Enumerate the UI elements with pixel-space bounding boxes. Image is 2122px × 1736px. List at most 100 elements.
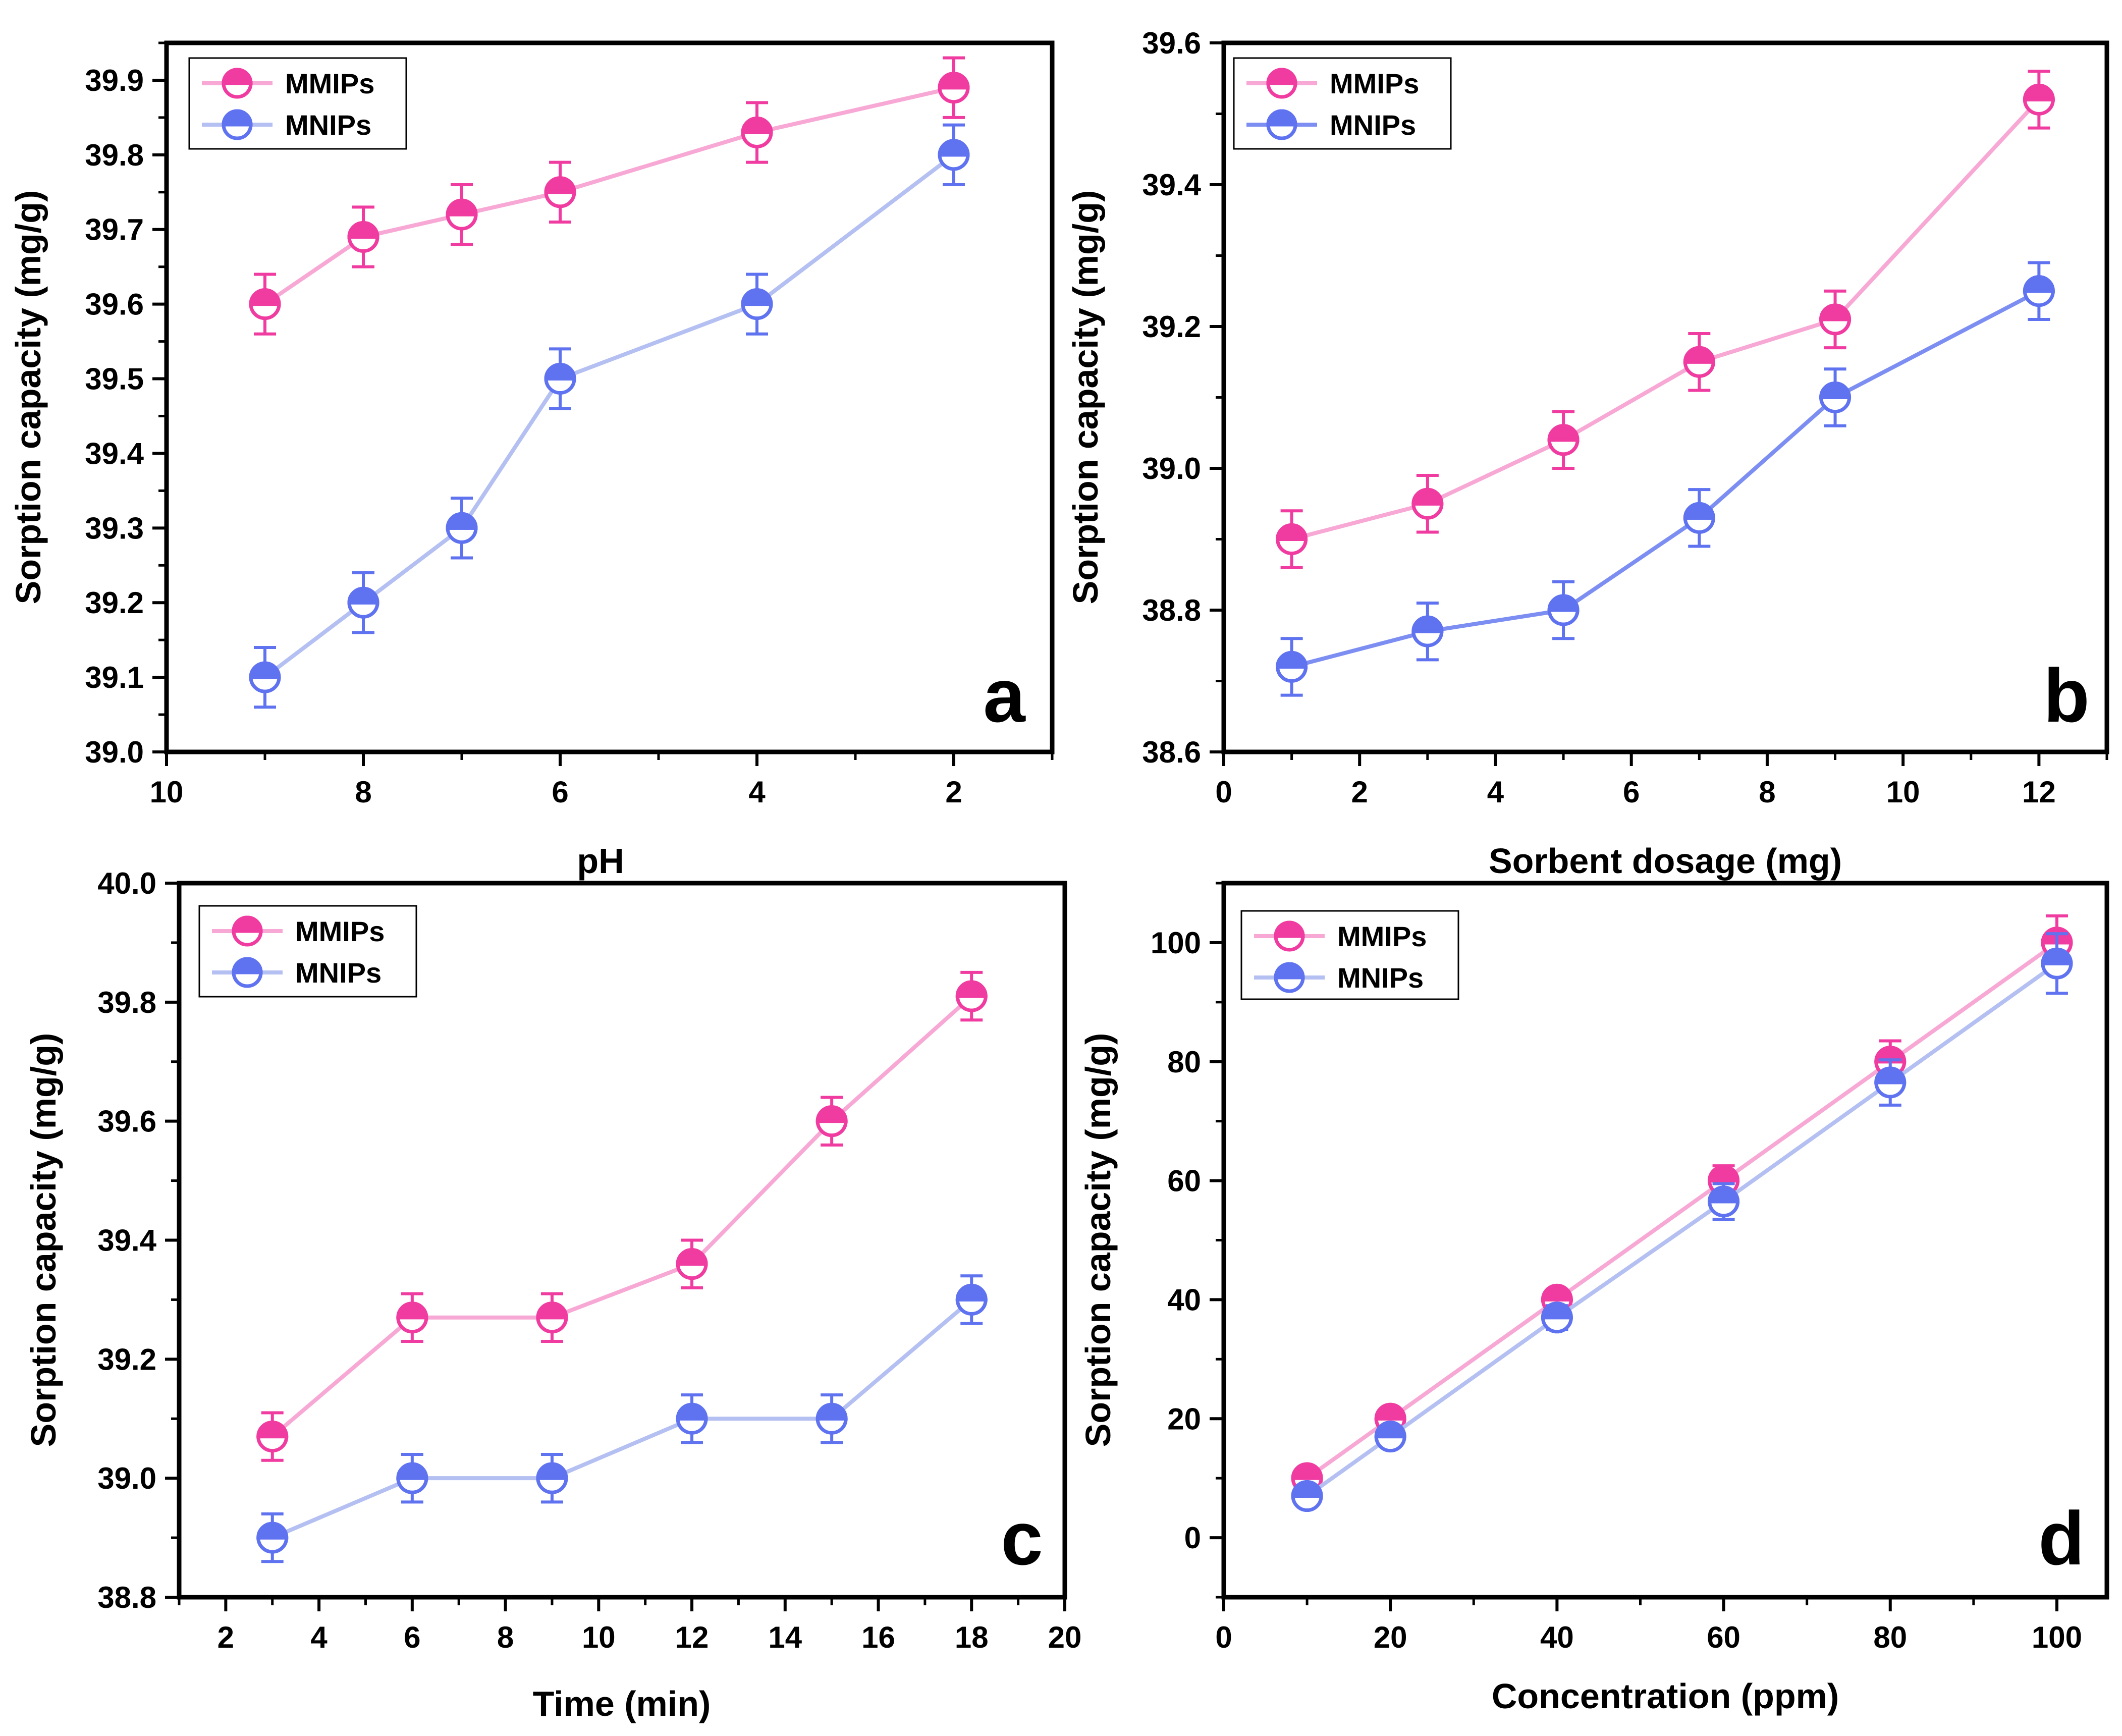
data-point xyxy=(536,1462,568,1494)
data-point xyxy=(1541,1301,1573,1334)
x-tick-label: 14 xyxy=(768,1620,802,1654)
x-tick-label: 6 xyxy=(1623,775,1640,809)
panel-a: 10 8 6 4 2 39.0 39.1 39.2 39.3 39.4 39.5 39.6 39.7 39… xyxy=(9,40,1055,881)
y-tick-label: 39.6 xyxy=(1142,26,1201,60)
x-tick-label: 2 xyxy=(945,775,962,809)
x-tick-label: 12 xyxy=(2022,775,2056,809)
x-tick-label: 2 xyxy=(1351,775,1368,809)
data-point xyxy=(256,1421,289,1453)
y-tick-label: 39.0 xyxy=(1142,452,1201,485)
data-point xyxy=(1819,303,1852,336)
panel-letter: b xyxy=(2043,653,2090,738)
x-tick-label: 8 xyxy=(497,1620,514,1654)
panel-c: 2 4 6 8 10 12 14 16 18 20 38.8 39.0 39.2 39.4 39.6 39.8… xyxy=(24,866,1081,1723)
series-mmips xyxy=(1291,914,2073,1494)
series-line xyxy=(1291,289,2040,669)
x-tick-label: 40 xyxy=(1540,1620,1574,1654)
y-tick-label: 39.4 xyxy=(97,1224,156,1258)
legend-marker xyxy=(232,915,263,947)
series-mnips xyxy=(249,123,970,709)
plot-frame xyxy=(177,881,1067,1600)
y-tick-label: 0 xyxy=(1184,1521,1201,1555)
x-axis-title: Sorbent dosage (mg) xyxy=(1489,841,1842,881)
data-point xyxy=(347,221,379,253)
legend-label: MNIPs xyxy=(1337,962,1424,994)
legend-marker xyxy=(1274,962,1305,993)
panel-d: 0 20 40 60 80 100 0 20 40 60 80 100 MMIPs MNIPs Concen… xyxy=(1078,881,2109,1716)
data-point xyxy=(396,1462,428,1494)
y-tick-label: 39.4 xyxy=(1142,168,1201,202)
data-point xyxy=(536,1301,568,1334)
legend: MMIPs MNIPs xyxy=(1240,910,1459,1000)
legend-marker xyxy=(232,957,263,988)
legend-label: MMIPs xyxy=(285,68,374,99)
legend-marker xyxy=(222,68,253,99)
series-mmips xyxy=(1276,70,2055,569)
data-point xyxy=(815,1105,848,1137)
data-point xyxy=(1683,346,1715,378)
series-mnips xyxy=(1276,261,2055,697)
data-point xyxy=(938,72,970,104)
x-tick-label: 6 xyxy=(404,1620,420,1654)
x-tick-label: 16 xyxy=(861,1620,895,1654)
series-line xyxy=(271,1298,973,1540)
y-tick-label: 40 xyxy=(1167,1283,1201,1317)
y-tick-label: 39.2 xyxy=(97,1342,156,1376)
y-tick-label: 20 xyxy=(1167,1402,1201,1436)
y-tick-label: 38.8 xyxy=(97,1581,156,1614)
data-point xyxy=(741,288,773,320)
y-tick-label: 39.2 xyxy=(1142,310,1201,344)
data-point xyxy=(1547,594,1580,626)
x-tick-label: 10 xyxy=(582,1620,616,1654)
legend-marker xyxy=(222,109,253,140)
data-point xyxy=(1276,523,1308,555)
x-tick-label: 12 xyxy=(675,1620,709,1654)
series-mmips xyxy=(249,56,970,336)
y-tick-label: 39.3 xyxy=(85,511,144,545)
data-point xyxy=(396,1301,428,1334)
y-tick-label: 39.2 xyxy=(85,586,144,620)
y-tick-label: 39.6 xyxy=(97,1105,156,1138)
y-tick-label: 39.1 xyxy=(85,661,144,694)
plot-frame xyxy=(1221,881,2109,1600)
data-point xyxy=(249,288,281,320)
x-tick-label: 100 xyxy=(2032,1620,2082,1654)
y-tick-label: 38.8 xyxy=(1142,593,1201,627)
data-point xyxy=(1819,382,1852,413)
y-tick-label: 60 xyxy=(1167,1164,1201,1198)
data-point xyxy=(2041,947,2073,980)
data-point xyxy=(1411,487,1444,520)
x-tick-label: 0 xyxy=(1215,1620,1232,1654)
y-tick-label: 39.8 xyxy=(85,138,144,172)
legend: MMIPs MNIPs xyxy=(1233,57,1452,150)
data-point xyxy=(446,512,478,544)
x-tick-label: 2 xyxy=(217,1620,234,1654)
y-tick-label: 80 xyxy=(1167,1045,1201,1079)
legend-label: MMIPs xyxy=(1337,920,1427,952)
y-axis-title: Sorption capacity (mg/g) xyxy=(9,190,48,605)
data-point xyxy=(676,1402,708,1435)
series-mmips xyxy=(256,970,988,1462)
x-tick-label: 8 xyxy=(1759,775,1775,809)
y-axis-title: Sorption capacity (mg/g) xyxy=(1066,190,1105,605)
x-tick-label: 4 xyxy=(310,1620,328,1654)
x-tick-label: 20 xyxy=(1048,1620,1082,1654)
data-point xyxy=(1411,615,1444,647)
data-point xyxy=(1708,1185,1740,1218)
y-tick-label: 39.8 xyxy=(97,986,156,1019)
x-tick-label: 80 xyxy=(1873,1620,1907,1654)
y-tick-label: 39.6 xyxy=(85,288,144,321)
data-point xyxy=(676,1248,708,1280)
data-point xyxy=(544,176,576,208)
y-tick-label: 39.5 xyxy=(85,362,144,396)
legend-label: MNIPs xyxy=(295,957,382,989)
plot-frame xyxy=(1221,40,2109,754)
data-point xyxy=(1374,1421,1406,1453)
data-point xyxy=(1547,424,1580,456)
panel-b: 0 2 4 6 8 10 12 38.6 38.8 39.0 39.2 39.4 39.6 MMIPs MN… xyxy=(1066,26,2109,881)
y-tick-label: 39.0 xyxy=(97,1461,156,1495)
y-axis-title: Sorption capacity (mg/g) xyxy=(24,1033,63,1447)
y-tick-label: 39.9 xyxy=(85,64,144,97)
x-tick-label: 10 xyxy=(1886,775,1920,809)
x-tick-label: 10 xyxy=(150,775,184,809)
